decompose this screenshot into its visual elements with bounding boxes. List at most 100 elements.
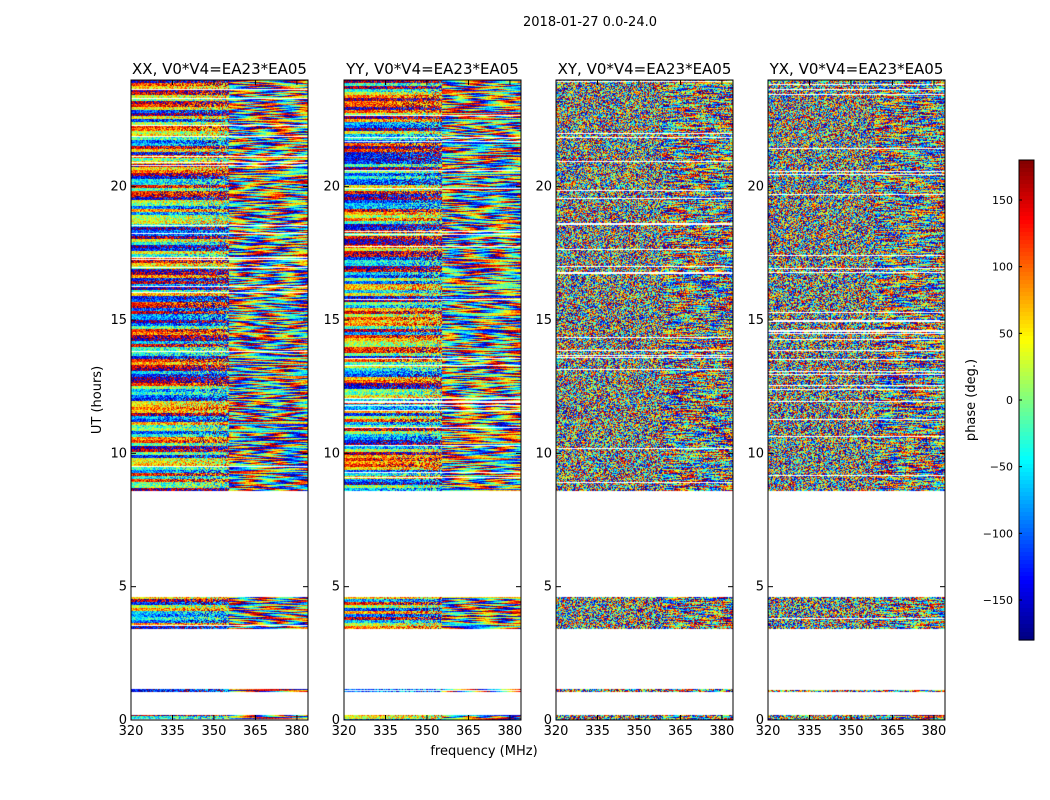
colorbar-segment [1019, 584, 1034, 589]
colorbar-segment [1019, 532, 1034, 537]
colorbar-segment [1019, 244, 1034, 249]
y-tick-label: 10 [535, 446, 552, 461]
colorbar-segment [1019, 268, 1034, 273]
x-tick-label: 380 [922, 724, 947, 739]
y-tick-label: 5 [332, 580, 340, 595]
x-tick-label: 335 [160, 724, 185, 739]
heatmap-xx [131, 80, 308, 720]
heatmap-yy [344, 80, 521, 720]
x-tick-label: 320 [544, 724, 569, 739]
x-tick-label: 365 [456, 724, 481, 739]
colorbar-segment [1019, 548, 1034, 553]
colorbar: 150 100 50 0 −50 −100 −150 [983, 159, 1035, 641]
x-tick-label: 350 [839, 724, 864, 739]
colorbar-segment [1019, 352, 1034, 357]
colorbar-segment [1019, 372, 1034, 377]
heatmap-yx [768, 80, 945, 720]
figure-title: 2018-01-27 0.0-24.0 [523, 15, 657, 30]
colorbar-segment [1019, 344, 1034, 349]
y-tick-label: 15 [323, 313, 340, 328]
colorbar-segment [1019, 376, 1034, 381]
y-tick-label: 15 [747, 313, 764, 328]
colorbar-segment [1019, 568, 1034, 573]
colorbar-segment [1019, 608, 1034, 613]
colorbar-segment [1019, 212, 1034, 217]
colorbar-segment [1019, 264, 1034, 269]
colorbar-segment [1019, 592, 1034, 597]
colorbar-tick-label: −150 [983, 594, 1013, 607]
colorbar-segment [1019, 420, 1034, 425]
colorbar-segment [1019, 208, 1034, 213]
x-tick-label: 380 [710, 724, 735, 739]
y-axis-label: UT (hours) [90, 366, 105, 434]
panel-xx: XX, V0*V4=EA23*EA05 320 335 350 365 380 0 5 10 15… [110, 60, 309, 739]
colorbar-tick-label: −50 [990, 461, 1013, 474]
colorbar-segment [1019, 228, 1034, 233]
colorbar-segment [1019, 484, 1034, 489]
x-tick-label: 350 [415, 724, 440, 739]
colorbar-segment [1019, 552, 1034, 557]
colorbar-tick-label: 100 [992, 261, 1013, 274]
colorbar-segment [1019, 424, 1034, 429]
colorbar-segment [1019, 632, 1034, 637]
colorbar-segment [1019, 324, 1034, 329]
colorbar-segment [1019, 428, 1034, 433]
y-tick-label: 20 [535, 180, 552, 195]
colorbar-segment [1019, 336, 1034, 341]
colorbar-segment [1019, 520, 1034, 525]
colorbar-segment [1019, 580, 1034, 585]
colorbar-segment [1019, 452, 1034, 457]
colorbar-segment [1019, 348, 1034, 353]
colorbar-tick-label: 150 [992, 194, 1013, 207]
colorbar-segment [1019, 396, 1034, 401]
y-tick-label: 0 [119, 713, 127, 728]
colorbar-segment [1019, 588, 1034, 593]
colorbar-segment [1019, 444, 1034, 449]
colorbar-segment [1019, 488, 1034, 493]
axes-frame [555, 79, 734, 721]
colorbar-segment [1019, 624, 1034, 629]
colorbar-segment [1019, 260, 1034, 265]
colorbar-segment [1019, 468, 1034, 473]
colorbar-segment [1019, 564, 1034, 569]
colorbar-segment [1019, 460, 1034, 465]
x-tick-label: 380 [285, 724, 310, 739]
y-tick-label: 0 [332, 713, 340, 728]
panel-yx: YX, V0*V4=EA23*EA05 320 335 350 365 380 0 5 10 15… [747, 60, 946, 739]
colorbar-segment [1019, 328, 1034, 333]
colorbar-label: phase (deg.) [964, 359, 979, 441]
colorbar-segment [1019, 416, 1034, 421]
colorbar-segment [1019, 256, 1034, 261]
y-tick-label: 0 [756, 713, 764, 728]
y-tick-label: 10 [110, 446, 127, 461]
colorbar-segment [1019, 320, 1034, 325]
colorbar-segment [1019, 400, 1034, 405]
y-tick-label: 5 [544, 580, 552, 595]
colorbar-tick-label: 0 [1006, 394, 1013, 407]
colorbar-segment [1019, 408, 1034, 413]
colorbar-segment [1019, 192, 1034, 197]
colorbar-segment [1019, 500, 1034, 505]
colorbar-segment [1019, 224, 1034, 229]
colorbar-segment [1019, 312, 1034, 317]
colorbar-segment [1019, 432, 1034, 437]
colorbar-segment [1019, 436, 1034, 441]
y-tick-label: 0 [544, 713, 552, 728]
colorbar-segment [1019, 216, 1034, 221]
colorbar-segment [1019, 524, 1034, 529]
colorbar-segment [1019, 220, 1034, 225]
colorbar-segment [1019, 480, 1034, 485]
x-tick-label: 320 [119, 724, 144, 739]
colorbar-segment [1019, 476, 1034, 481]
colorbar-segment [1019, 196, 1034, 201]
colorbar-segment [1019, 288, 1034, 293]
colorbar-segment [1019, 556, 1034, 561]
x-tick-label: 320 [756, 724, 781, 739]
colorbar-segment [1019, 248, 1034, 253]
colorbar-segment [1019, 456, 1034, 461]
colorbar-segment [1019, 364, 1034, 369]
colorbar-tick-label: 50 [999, 327, 1013, 340]
x-tick-label: 335 [373, 724, 398, 739]
colorbar-segment [1019, 596, 1034, 601]
y-tick-label: 20 [323, 180, 340, 195]
